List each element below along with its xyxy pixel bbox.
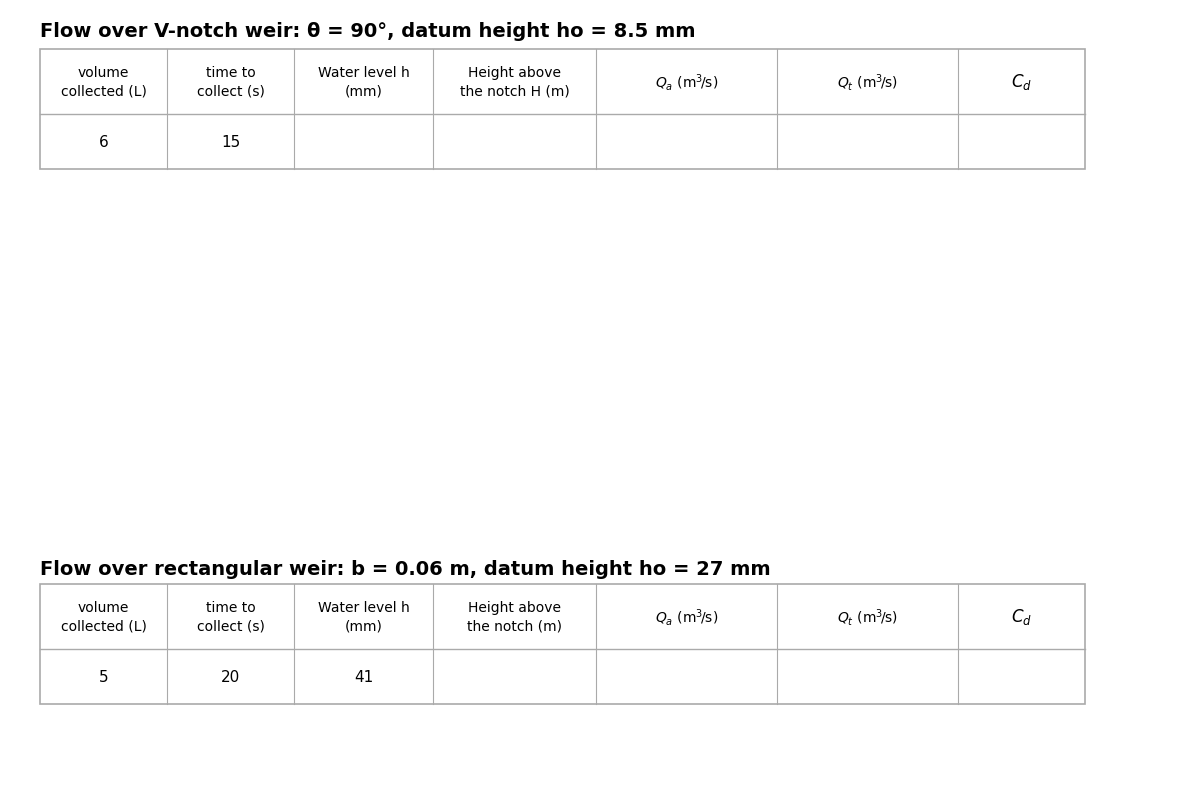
Text: $C_d$: $C_d$ bbox=[1010, 72, 1032, 92]
Bar bbox=[40, 585, 1085, 704]
Text: 20: 20 bbox=[221, 669, 240, 684]
Text: 15: 15 bbox=[221, 135, 240, 150]
Text: $Q_t\ (\mathrm{m}^3\!/\mathrm{s})$: $Q_t\ (\mathrm{m}^3\!/\mathrm{s})$ bbox=[836, 72, 898, 93]
Text: $Q_a\ (\mathrm{m}^3\!/\mathrm{s})$: $Q_a\ (\mathrm{m}^3\!/\mathrm{s})$ bbox=[655, 606, 718, 627]
Text: $C_d$: $C_d$ bbox=[1010, 607, 1032, 626]
Text: Height above
the notch (m): Height above the notch (m) bbox=[467, 601, 562, 633]
Text: volume
collected (L): volume collected (L) bbox=[60, 601, 146, 633]
Text: time to
collect (s): time to collect (s) bbox=[197, 601, 264, 633]
Text: volume
collected (L): volume collected (L) bbox=[60, 66, 146, 99]
Text: 5: 5 bbox=[98, 669, 108, 684]
Text: Water level h
(mm): Water level h (mm) bbox=[318, 601, 409, 633]
Text: Flow over V-notch weir: θ = 90°, datum height ho = 8.5 mm: Flow over V-notch weir: θ = 90°, datum h… bbox=[40, 22, 696, 41]
Text: $Q_t\ (\mathrm{m}^3\!/\mathrm{s})$: $Q_t\ (\mathrm{m}^3\!/\mathrm{s})$ bbox=[836, 606, 898, 627]
Text: Flow over rectangular weir: b = 0.06 m, datum height ho = 27 mm: Flow over rectangular weir: b = 0.06 m, … bbox=[40, 560, 770, 578]
Text: 41: 41 bbox=[354, 669, 373, 684]
Text: Height above
the notch H (m): Height above the notch H (m) bbox=[460, 66, 569, 99]
Bar bbox=[40, 50, 1085, 169]
Text: $Q_a\ (\mathrm{m}^3\!/\mathrm{s})$: $Q_a\ (\mathrm{m}^3\!/\mathrm{s})$ bbox=[655, 72, 718, 93]
Text: time to
collect (s): time to collect (s) bbox=[197, 66, 264, 99]
Text: 6: 6 bbox=[98, 135, 108, 150]
Text: Water level h
(mm): Water level h (mm) bbox=[318, 66, 409, 99]
